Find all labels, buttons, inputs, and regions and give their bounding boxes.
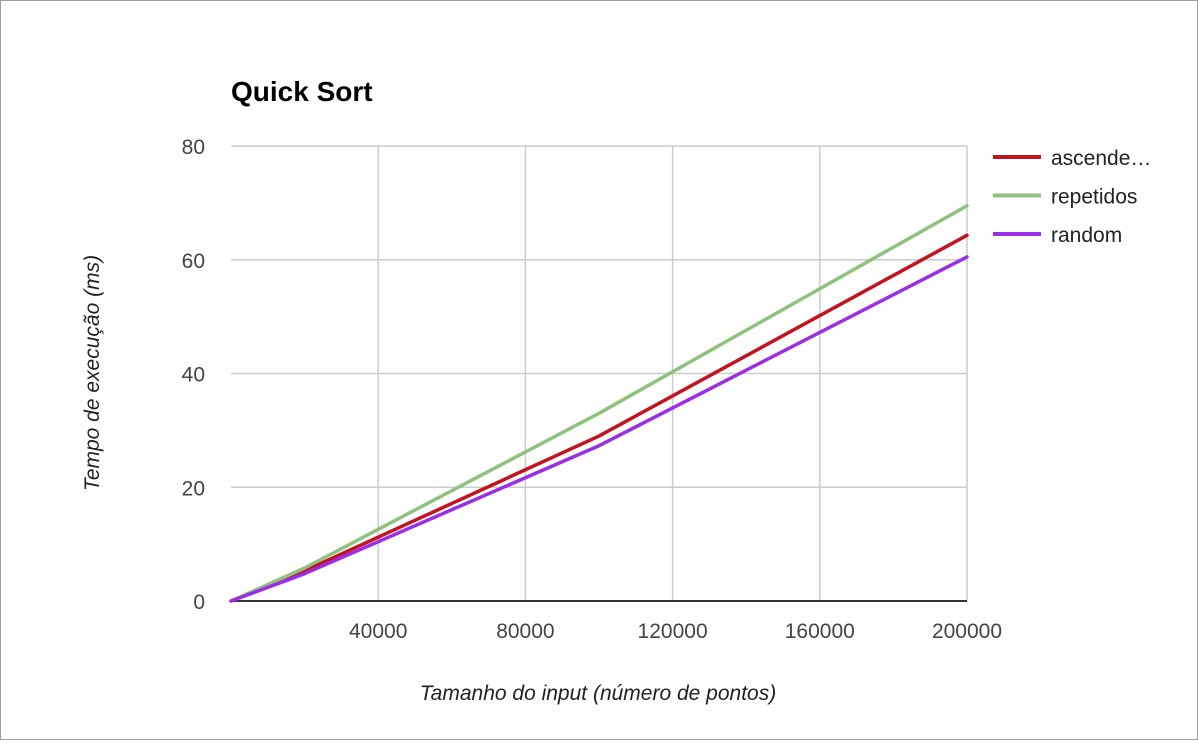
legend-label: ascende…: [1051, 147, 1151, 170]
x-axis-ticks: 40000 80000 120000 160000 200000: [349, 620, 1002, 643]
legend-label: random: [1051, 224, 1122, 247]
series-line-0: [229, 233, 969, 603]
y-tick-label: 40: [182, 364, 205, 387]
x-tick-label: 200000: [932, 620, 1002, 643]
x-axis-title: Tamanho do input (número de pontos): [420, 682, 776, 705]
x-tick-label: 120000: [638, 620, 708, 643]
legend: ascende… repetidos random: [993, 147, 1151, 247]
y-axis-ticks: 0 20 40 60 80: [182, 136, 205, 614]
legend-label: repetidos: [1051, 186, 1137, 209]
chart-title: Quick Sort: [231, 76, 373, 107]
y-tick-label: 80: [182, 136, 205, 159]
x-tick-label: 80000: [496, 620, 554, 643]
x-tick-label: 160000: [785, 620, 855, 643]
x-tick-label: 40000: [349, 620, 407, 643]
y-axis-title: Tempo de execução (ms): [81, 255, 104, 491]
series-line-2: [229, 255, 969, 603]
series-line-1: [229, 203, 969, 603]
y-tick-label: 20: [182, 477, 205, 500]
y-tick-label: 60: [182, 250, 205, 273]
series-lines: [229, 203, 969, 603]
grid: [231, 145, 968, 602]
y-tick-label: 0: [193, 591, 205, 614]
